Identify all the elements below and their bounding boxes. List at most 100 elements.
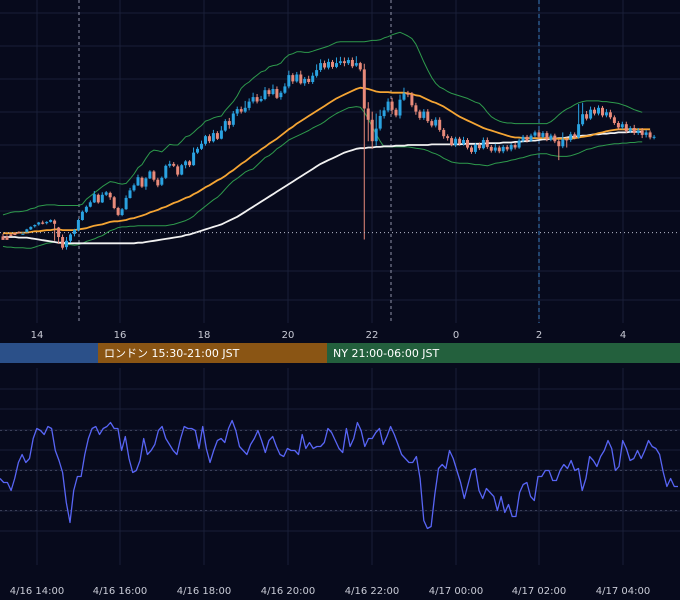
session-band	[0, 343, 98, 363]
candle-body	[315, 70, 319, 76]
candle	[501, 145, 505, 154]
candle-body	[585, 114, 589, 119]
candle-body	[164, 165, 168, 178]
candle-body	[303, 78, 307, 84]
candle	[299, 70, 303, 85]
candle-body	[196, 148, 199, 153]
candle-body	[295, 74, 299, 82]
oscillator-x-tick-label: 4/16 22:00	[345, 586, 399, 597]
candle-body	[612, 117, 616, 123]
candle-body	[192, 152, 196, 166]
candle	[553, 133, 557, 144]
candle	[422, 109, 426, 120]
candle-body	[49, 220, 53, 222]
candle	[100, 192, 104, 203]
candle	[489, 145, 493, 153]
candle-body	[632, 128, 636, 133]
candle-body	[53, 220, 57, 224]
candle	[481, 137, 485, 150]
price-x-tick-label: 16	[114, 330, 127, 341]
candle-body	[259, 99, 263, 101]
candle	[200, 140, 203, 151]
oscillator-line	[0, 419, 678, 530]
candle	[612, 115, 616, 125]
candle-body	[211, 133, 215, 142]
candle	[597, 105, 600, 116]
candle	[430, 119, 434, 128]
candle	[525, 134, 529, 143]
candle-body	[628, 128, 632, 132]
candle	[533, 130, 537, 138]
candle-body	[331, 61, 334, 67]
candle	[398, 94, 402, 119]
candle-body	[148, 171, 152, 179]
candle	[386, 98, 390, 113]
candle	[144, 177, 148, 190]
candle	[25, 228, 29, 233]
candle	[323, 60, 327, 70]
candle-body	[577, 124, 581, 138]
candle-body	[21, 233, 25, 235]
session-label: ロンドン 15:30-21:00 JST	[104, 347, 240, 360]
candle-body	[366, 108, 370, 120]
candle	[406, 90, 410, 98]
candle-body	[473, 145, 477, 152]
candle-body	[57, 227, 61, 237]
candle-body	[517, 140, 521, 148]
oscillator-x-tick-label: 4/17 00:00	[429, 586, 483, 597]
candle	[327, 58, 330, 70]
candle	[569, 131, 573, 142]
candle-body	[608, 112, 612, 118]
candle	[648, 130, 652, 140]
candle-body	[319, 63, 323, 70]
candle	[378, 109, 382, 131]
candle-body	[338, 61, 342, 64]
candle	[84, 205, 88, 214]
candle-body	[144, 178, 148, 187]
candle	[557, 139, 561, 161]
candle-body	[287, 75, 291, 87]
candle-body	[470, 147, 473, 152]
candle-body	[96, 194, 100, 203]
candle	[450, 136, 454, 147]
candle-body	[652, 136, 656, 138]
candle-body	[601, 107, 604, 116]
candle	[434, 117, 438, 128]
candle	[493, 143, 497, 153]
candle-body	[358, 63, 362, 70]
candle	[21, 231, 25, 235]
candle	[251, 92, 255, 104]
candle	[402, 87, 406, 101]
candle	[382, 107, 386, 119]
candle	[358, 61, 362, 72]
candle	[462, 136, 465, 146]
candle	[271, 84, 275, 96]
candle-body	[454, 138, 458, 145]
candle-body	[227, 121, 231, 125]
candle	[124, 195, 128, 210]
candle-body	[152, 171, 156, 180]
candle-body	[597, 107, 600, 114]
session-marker-lines	[78, 0, 540, 323]
candle	[338, 56, 342, 66]
candle	[466, 138, 469, 150]
candle-body	[640, 130, 644, 135]
candle	[215, 131, 219, 140]
candle	[192, 147, 196, 166]
candle	[275, 86, 279, 100]
candle-body	[362, 69, 366, 109]
candle	[446, 134, 450, 141]
candle-body	[557, 141, 561, 147]
candle-body	[414, 105, 418, 112]
candle	[529, 133, 533, 142]
candle	[644, 129, 648, 138]
candle	[470, 145, 473, 154]
candle-body	[13, 233, 17, 236]
candle	[5, 234, 9, 240]
candle-body	[307, 78, 311, 82]
candle-body	[223, 121, 227, 131]
candle	[247, 98, 251, 111]
candle	[521, 134, 525, 143]
